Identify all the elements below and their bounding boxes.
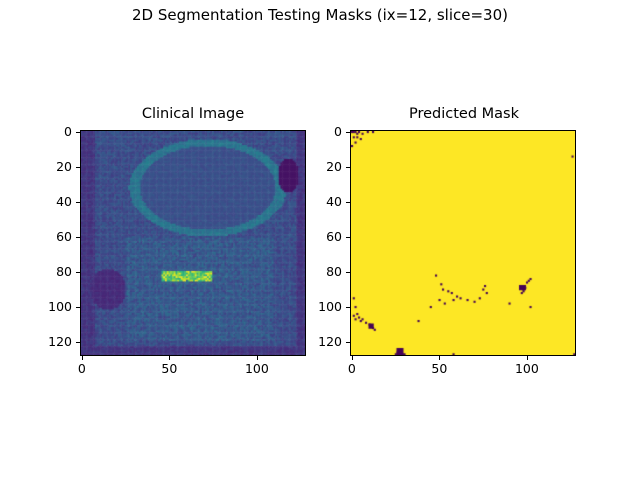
- x-tick-label: 50: [431, 361, 448, 376]
- y-tick-label: 60: [56, 228, 72, 244]
- y-tick-label: 40: [56, 193, 72, 209]
- y-tick-label: 120: [318, 333, 342, 349]
- clinical-image-canvas: [81, 131, 305, 355]
- y-tick-mark: [346, 166, 350, 168]
- y-tick-label: 80: [56, 263, 72, 279]
- y-tick-label: 120: [48, 333, 72, 349]
- x-tick-label: 0: [347, 361, 356, 376]
- x-tick-mark: [169, 356, 171, 360]
- y-tick-mark: [76, 306, 80, 308]
- y-tick-mark: [76, 131, 80, 133]
- y-tick-mark: [76, 271, 80, 273]
- y-tick-label: 60: [326, 228, 342, 244]
- y-tick-mark: [346, 201, 350, 203]
- y-tick-mark: [346, 131, 350, 133]
- predicted-mask-title: Predicted Mask: [408, 106, 520, 122]
- clinical-image-title: Clinical Image: [141, 106, 245, 122]
- figure-title: 2D Segmentation Testing Masks (ix=12, sl…: [132, 6, 508, 24]
- x-tick-mark: [256, 356, 258, 360]
- clinical-image-axes: [80, 130, 306, 356]
- y-tick-mark: [76, 341, 80, 343]
- y-tick-mark: [76, 201, 80, 203]
- x-tick-label: 50: [161, 361, 178, 376]
- y-tick-label: 0: [334, 123, 342, 139]
- y-tick-label: 20: [56, 158, 72, 174]
- y-tick-mark: [76, 166, 80, 168]
- x-tick-label: 0: [77, 361, 86, 376]
- y-tick-mark: [76, 236, 80, 238]
- x-tick-mark: [351, 356, 353, 360]
- y-tick-label: 80: [326, 263, 342, 279]
- x-tick-mark: [81, 356, 83, 360]
- y-tick-label: 100: [318, 298, 342, 314]
- y-tick-mark: [346, 236, 350, 238]
- y-tick-label: 0: [64, 123, 72, 139]
- x-tick-label: 100: [244, 361, 269, 376]
- predicted-mask-axes: [350, 130, 576, 356]
- x-tick-mark: [526, 356, 528, 360]
- y-tick-label: 40: [326, 193, 342, 209]
- x-tick-label: 100: [514, 361, 539, 376]
- y-tick-label: 100: [48, 298, 72, 314]
- y-tick-label: 20: [326, 158, 342, 174]
- y-tick-mark: [346, 341, 350, 343]
- y-tick-mark: [346, 306, 350, 308]
- predicted-mask-canvas: [351, 131, 575, 355]
- x-tick-mark: [439, 356, 441, 360]
- y-tick-mark: [346, 271, 350, 273]
